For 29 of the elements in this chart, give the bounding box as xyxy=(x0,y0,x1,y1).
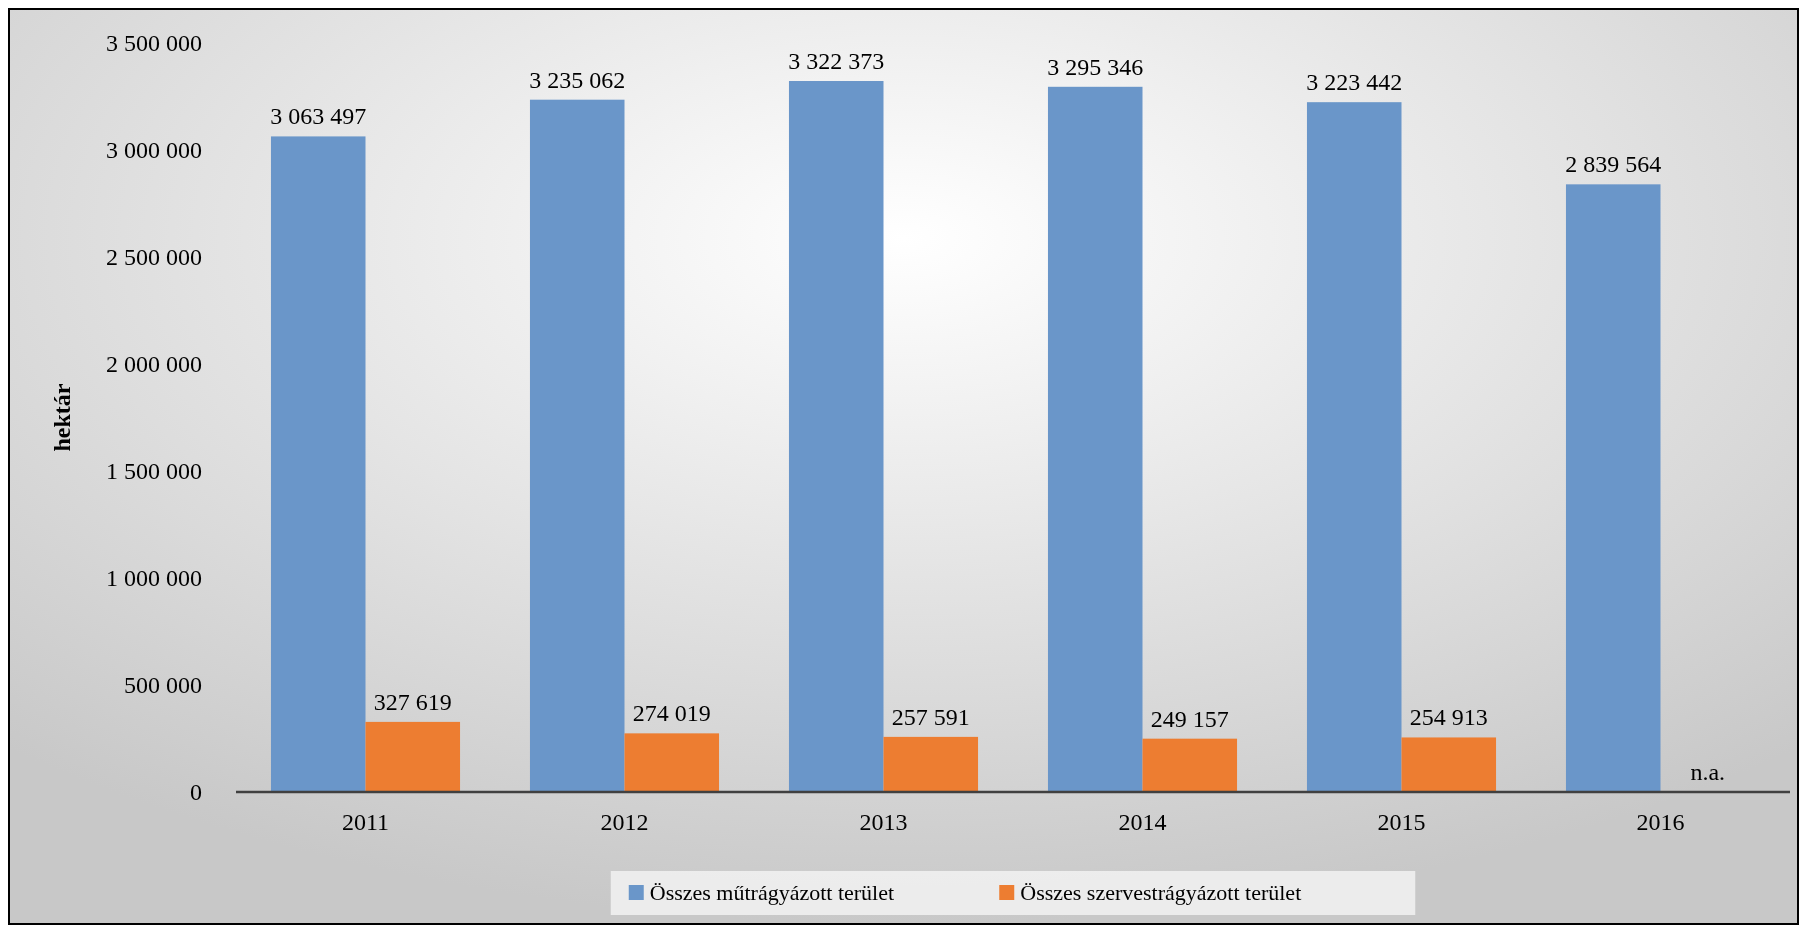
data-label: 254 913 xyxy=(1409,704,1488,731)
text: n.a. xyxy=(1690,759,1726,785)
data-label: 2 839 564 xyxy=(1565,151,1662,178)
legend-label: Összes műtrágyázott terület xyxy=(649,880,895,905)
y-tick-label: 3 000 000 xyxy=(106,137,202,163)
data-label: 3 295 346 xyxy=(1047,53,1144,80)
data-label: 3 322 373 xyxy=(788,48,885,75)
x-tick-label: 2011 xyxy=(341,809,390,835)
y-tick-label: 2 500 000 xyxy=(106,244,202,270)
x-tick-label: 2016 xyxy=(1636,809,1685,835)
data-label: 327 619 xyxy=(373,688,452,715)
y-tick-label: 500 000 xyxy=(124,672,202,698)
data-label: 3 063 497 xyxy=(270,103,367,130)
data-label: 249 157 xyxy=(1150,705,1229,732)
data-label: 274 019 xyxy=(632,700,711,727)
x-tick-label: 2015 xyxy=(1377,809,1426,835)
data-label: 257 591 xyxy=(891,703,970,730)
y-tick-label: 1 000 000 xyxy=(106,565,202,591)
y-tick-label: 1 500 000 xyxy=(106,458,202,484)
x-tick-label: 2012 xyxy=(600,809,649,835)
y-tick-label: 3 500 000 xyxy=(106,30,202,56)
y-tick-label: 2 000 000 xyxy=(106,351,202,377)
x-tick-label: 2013 xyxy=(859,809,908,835)
data-label: 3 223 442 xyxy=(1306,69,1403,96)
y-tick-label: 0 xyxy=(190,779,202,805)
x-tick-label: 2014 xyxy=(1118,809,1167,835)
legend-label: Összes szervestrágyázott terület xyxy=(1020,880,1302,905)
y-axis-title: hektár xyxy=(49,383,75,452)
data-label: 3 235 062 xyxy=(529,66,626,93)
